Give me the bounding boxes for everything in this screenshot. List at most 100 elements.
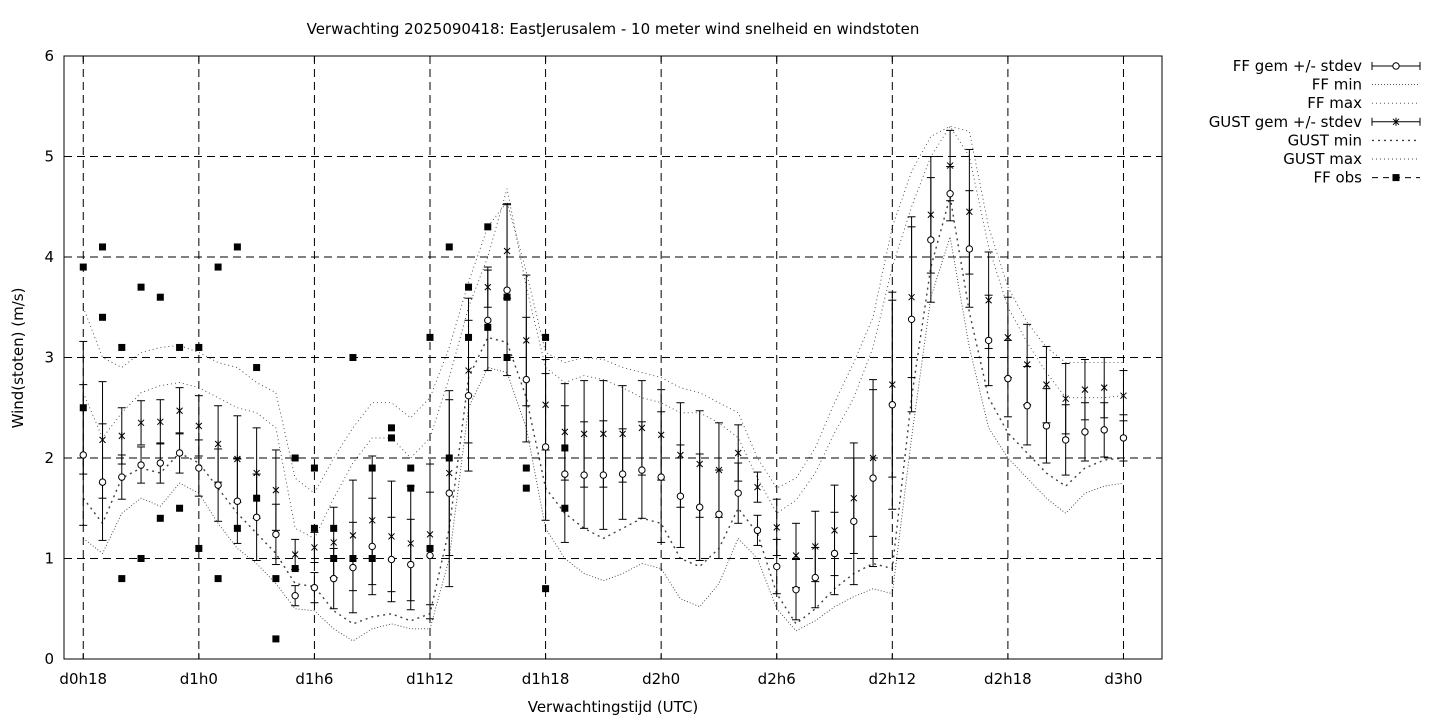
ff-mean-marker (618, 470, 627, 478)
axis-ticks: 0 1 2 3 4 5 6 d0h18 d1h0 d1h6 d1h12 d1h18 d2h0 d2h6 d2… (44, 47, 1162, 688)
ff-mean-marker (580, 471, 588, 479)
ff-obs-marker (156, 514, 164, 522)
ff-obs-marker (137, 555, 145, 562)
ff-obs-marker (387, 424, 395, 432)
ff-mean-point (214, 448, 223, 522)
ff-obs-marker (233, 243, 241, 251)
ff-obs-marker (79, 404, 87, 412)
ff-mean-point (368, 497, 377, 596)
ff-mean-marker (715, 510, 723, 518)
ff-mean-point (406, 518, 415, 611)
x-tick-label: d1h12 (406, 670, 454, 688)
ff-mean-point (907, 226, 916, 413)
ff-mean-marker (907, 315, 916, 324)
legend-label: GUST max (1283, 150, 1362, 168)
gust-mean-point (291, 538, 300, 571)
ff-mean-point (676, 444, 685, 548)
ff-mean-point (926, 177, 935, 303)
ff-mean-point (946, 166, 955, 222)
ff-mean-point (175, 432, 184, 474)
ff-mean-marker (965, 245, 974, 253)
legend-label: FF gem +/- stdev (1233, 57, 1362, 75)
ff-mean-point (98, 423, 107, 541)
ff-obs-marker (156, 293, 164, 301)
ff-mean-point (1080, 402, 1089, 462)
ff-mean-marker (850, 517, 858, 526)
ff-mean-marker (1081, 428, 1089, 436)
ff-mean-marker (484, 316, 492, 325)
ff-obs-marker (195, 343, 203, 351)
ff-mean-marker (214, 481, 222, 489)
x-tick-label: d3h0 (1104, 670, 1142, 688)
y-axis-label: Wind(stoten) (m/s) (9, 288, 27, 429)
ff-obs-marker (214, 575, 222, 583)
ff-mean-marker (695, 503, 704, 511)
ff-mean-marker (561, 470, 569, 478)
ff-mean-marker (541, 443, 550, 451)
ff-mean-point (830, 511, 839, 596)
ff-obs-marker (387, 434, 395, 442)
ff-mean-marker (1100, 426, 1108, 434)
ff-obs-marker (542, 585, 550, 593)
ff-mean-marker (676, 492, 685, 500)
ff-mean-marker (329, 574, 338, 583)
ff-obs-marker (426, 333, 434, 341)
ff-mean-marker (1004, 374, 1012, 383)
ff-mean-point (811, 546, 820, 609)
y-tick-label: 6 (44, 47, 54, 65)
legend-label: FF min (1312, 76, 1362, 94)
ff-obs-marker (118, 575, 126, 583)
ff-obs-marker (253, 494, 261, 502)
ff-obs-marker (445, 243, 453, 251)
y-tick-label: 5 (44, 148, 54, 166)
x-tick-label: d1h0 (180, 670, 218, 688)
ff-mean-marker (79, 451, 87, 459)
ff-mean-point (252, 473, 261, 562)
ff-mean-marker (638, 466, 646, 474)
ff-mean-point (792, 559, 800, 621)
ff-obs-marker (272, 575, 280, 583)
x-tick-label: d2h18 (984, 670, 1032, 688)
legend-entry: FF obs (1313, 169, 1420, 187)
chart-title: Verwachting 2025090418: EastJerusalem - … (307, 20, 920, 38)
ff-mean-point (657, 411, 666, 543)
ff-mean-marker (349, 563, 357, 572)
ff-mean-marker (522, 375, 531, 384)
ff-mean-point (194, 439, 203, 497)
ff-mean-marker (291, 591, 299, 600)
gust-mean-point (1119, 370, 1128, 422)
ff-mean-point (560, 405, 569, 543)
ff-mean-point (503, 204, 512, 377)
ff-mean-marker (734, 489, 742, 497)
ff-mean-point (637, 421, 646, 519)
ff-mean-point (445, 399, 454, 588)
legend-marker (1392, 174, 1400, 182)
ff-obs-marker (484, 323, 492, 331)
ff-mean-marker (1023, 402, 1031, 410)
ff-mean-point (695, 453, 704, 562)
ff-obs-marker (176, 343, 184, 351)
ff-obs-marker (407, 484, 415, 492)
ff-max-line (82, 125, 1124, 540)
gust-mean-point (156, 399, 165, 445)
ff-obs-marker (99, 313, 107, 321)
ff-mean-marker (946, 189, 954, 198)
series (79, 125, 1128, 643)
ff-mean-point (599, 420, 608, 530)
ff-obs-marker (465, 333, 473, 341)
legend-entry: GUST gem +/- stdev (1209, 113, 1421, 131)
ff-mean-marker (272, 530, 280, 539)
y-tick-label: 2 (44, 449, 54, 467)
ff-mean-marker (1042, 422, 1051, 430)
ff-mean-point (849, 457, 858, 586)
ff-obs-marker (349, 555, 357, 562)
ff-mean-marker (252, 513, 261, 521)
ff-obs-marker (407, 464, 415, 472)
ff-obs-marker (137, 283, 145, 291)
grid (64, 56, 1162, 659)
ff-mean-marker (792, 585, 800, 594)
legend-entry: GUST min (1288, 131, 1420, 149)
ff-obs-marker (253, 364, 261, 372)
